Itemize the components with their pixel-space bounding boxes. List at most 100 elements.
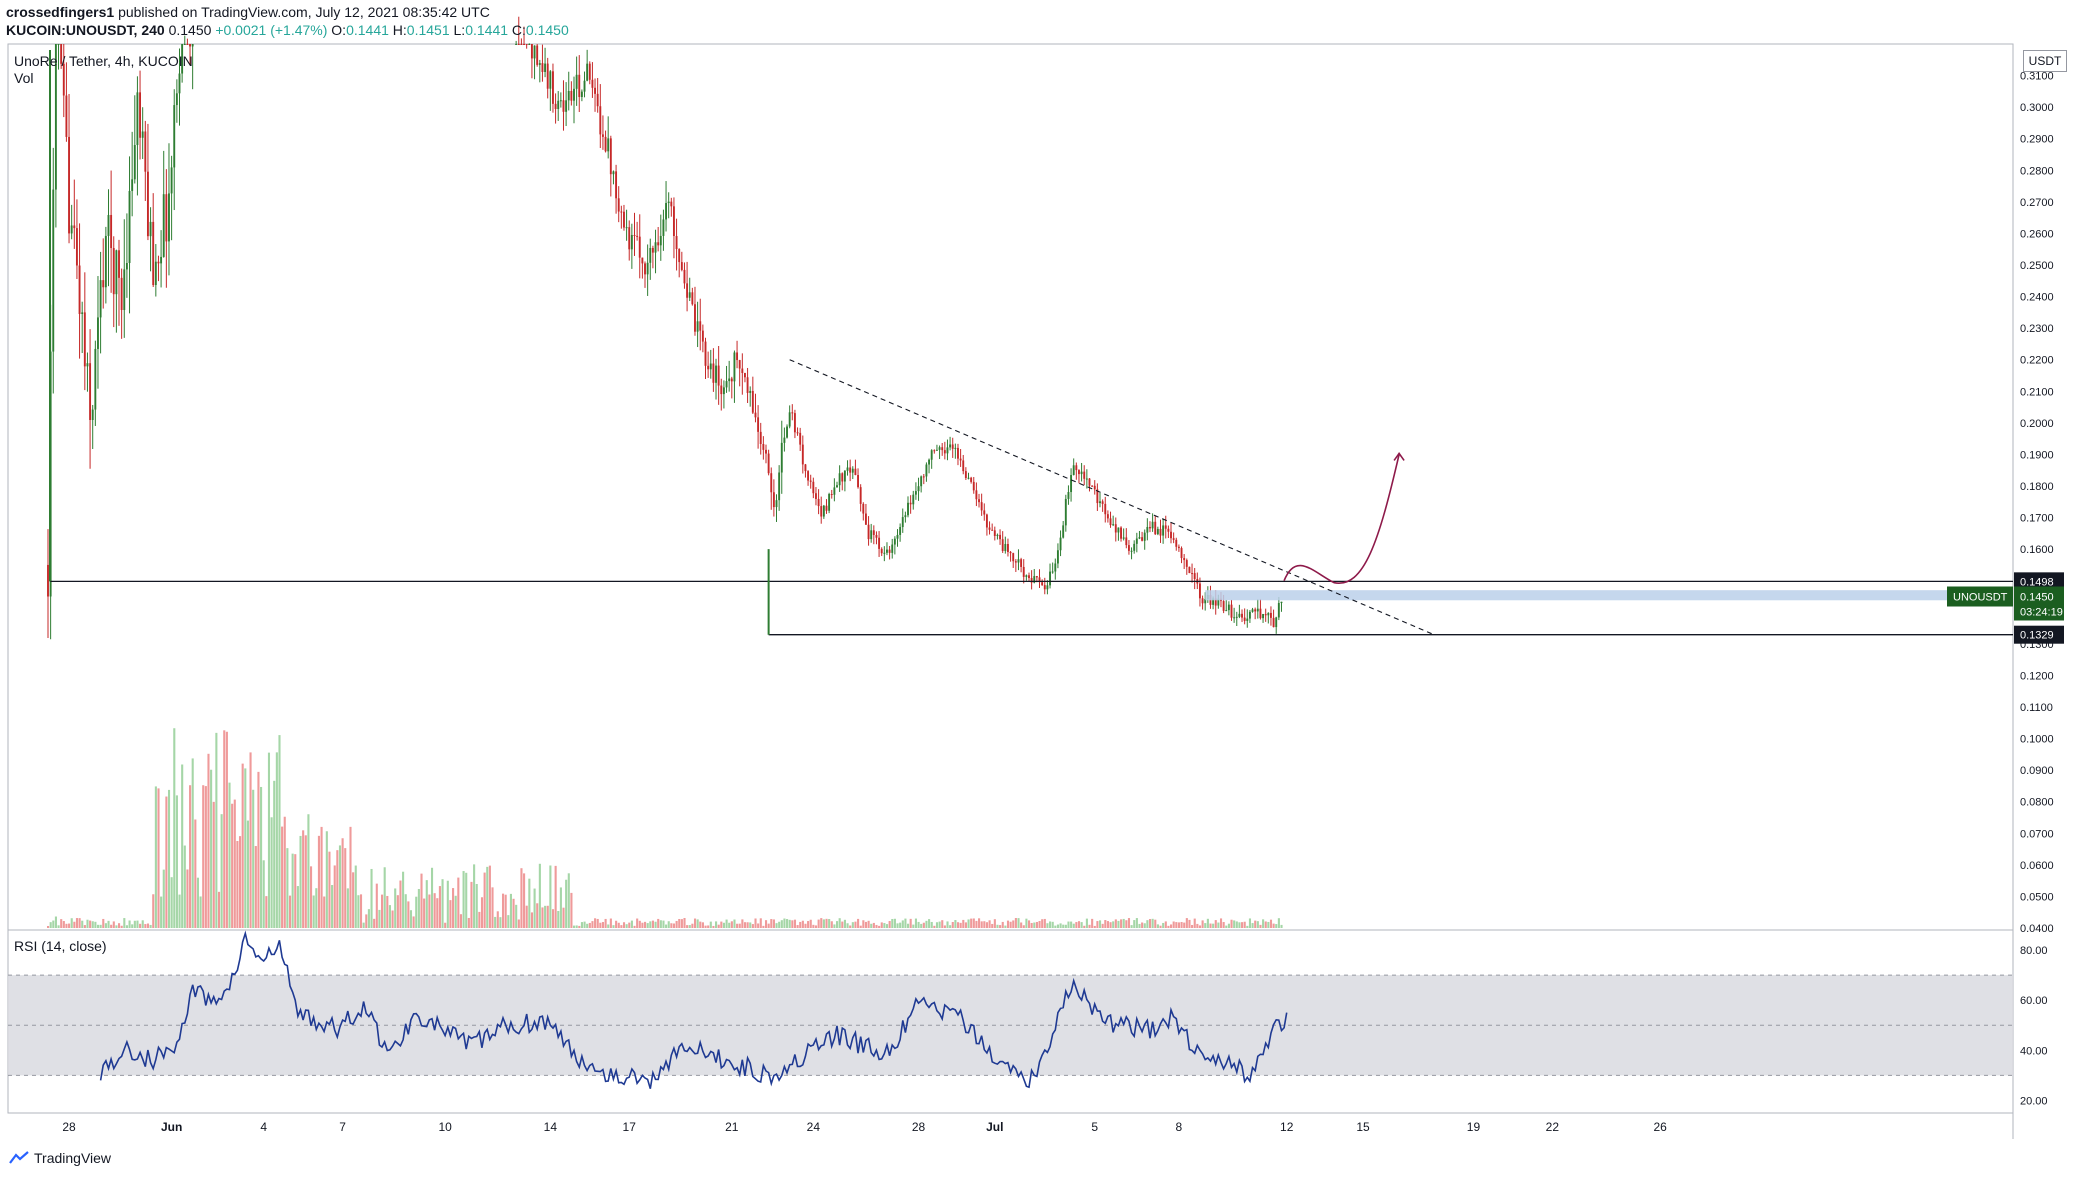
candle-up [1256,608,1259,612]
candle-down [809,480,812,482]
volume-bar [341,838,344,928]
candle-down [75,228,78,266]
candle-up [1156,528,1159,535]
volume-bar [296,886,299,928]
volume-bar [991,923,994,928]
candle-up [967,477,970,479]
rsi-tick-label: 60.00 [2020,995,2048,1007]
candle-down [83,312,86,367]
candle-up [1238,613,1241,617]
volume-bar [699,921,702,928]
volume-bar [570,892,573,928]
time-tick-label: 28 [62,1120,76,1134]
volume-bar [507,915,510,928]
volume-bar [520,868,523,928]
volume-bar [60,919,63,928]
volume-bar [325,831,328,928]
candle-up [607,138,610,152]
candle-down [959,458,962,461]
candle-down [970,477,973,482]
volume-bar [1070,921,1073,928]
candle-down [791,412,794,414]
volume-bar [604,918,607,928]
currency-unit-button[interactable]: USDT [2023,50,2067,72]
candle-up [1204,599,1207,604]
candle-down [146,171,149,237]
volume-bar [1122,918,1125,928]
candle-up [928,459,930,465]
volume-bar [1001,921,1004,928]
volume-bar [1101,923,1104,928]
candle-down [991,529,994,531]
volume-bar [644,921,647,928]
candle-down [65,95,68,137]
volume-bar [94,921,97,928]
chart-legend-title[interactable]: UnoRe / Tether, 4h, KUCOIN [14,53,193,69]
author[interactable]: crossedfingers1 [6,4,115,20]
candle-up [893,538,896,545]
volume-bar [154,786,157,928]
volume-bar [1075,922,1078,928]
candle-up [907,502,909,516]
candle-up [86,363,89,367]
volume-bar [1051,921,1054,928]
volume-bar [778,921,781,928]
candle-up [162,194,165,257]
candle-up [1277,603,1280,618]
candle-up [586,63,589,81]
volume-bar [899,922,902,928]
volume-bar [433,893,436,928]
volume-bar [328,851,331,928]
time-tick-label: 12 [1280,1120,1294,1134]
candle-down [864,513,867,525]
volume-bar [136,920,139,928]
volume-bar [186,869,189,928]
candle-down [672,206,675,237]
volume-bar [515,904,518,928]
volume-bar [415,896,418,928]
candle-down [588,63,591,80]
price-tick-label: 0.2100 [2020,386,2054,398]
volume-bar [291,853,294,928]
candle-up [1212,598,1215,605]
volume-bar [302,830,305,928]
volume-bar [783,918,786,928]
volume-bar [641,922,644,928]
volume-bar [504,894,507,928]
volume-bar [465,872,468,928]
candle-up [559,100,562,102]
candle-down [118,250,120,278]
volume-bar [102,918,105,928]
volume-bar [557,911,560,928]
volume-bar [980,921,983,928]
candle-up [533,45,536,59]
candle-up [649,247,652,263]
price-tick-label: 0.2500 [2020,260,2054,272]
volume-legend[interactable]: Vol [14,70,34,86]
candle-up [1275,617,1278,628]
time-tick-label: 22 [1546,1120,1560,1134]
candle-down [1254,609,1257,612]
candle-up [1080,471,1083,475]
volume-bar [315,888,318,928]
volume-bar [262,860,265,928]
volume-bar [525,905,528,928]
candle-down [993,530,996,536]
candle-up [1135,538,1138,544]
rsi-legend[interactable]: RSI (14, close) [14,938,107,954]
candle-down [1185,560,1188,567]
volume-bar [849,925,852,928]
candle-up [1146,526,1149,533]
time-tick-label: 8 [1176,1120,1183,1134]
volume-bar [962,919,965,928]
level-price-tag [2014,572,2064,591]
volume-bar [480,897,484,928]
volume-bar [1038,921,1041,928]
volume-bar [1141,922,1144,928]
volume-bar [125,925,128,928]
candle-down [1230,604,1233,618]
candle-up [181,44,184,74]
candle-down [830,494,833,496]
tradingview-logo[interactable]: TradingView [8,1150,111,1166]
high-label: H: [392,22,407,38]
